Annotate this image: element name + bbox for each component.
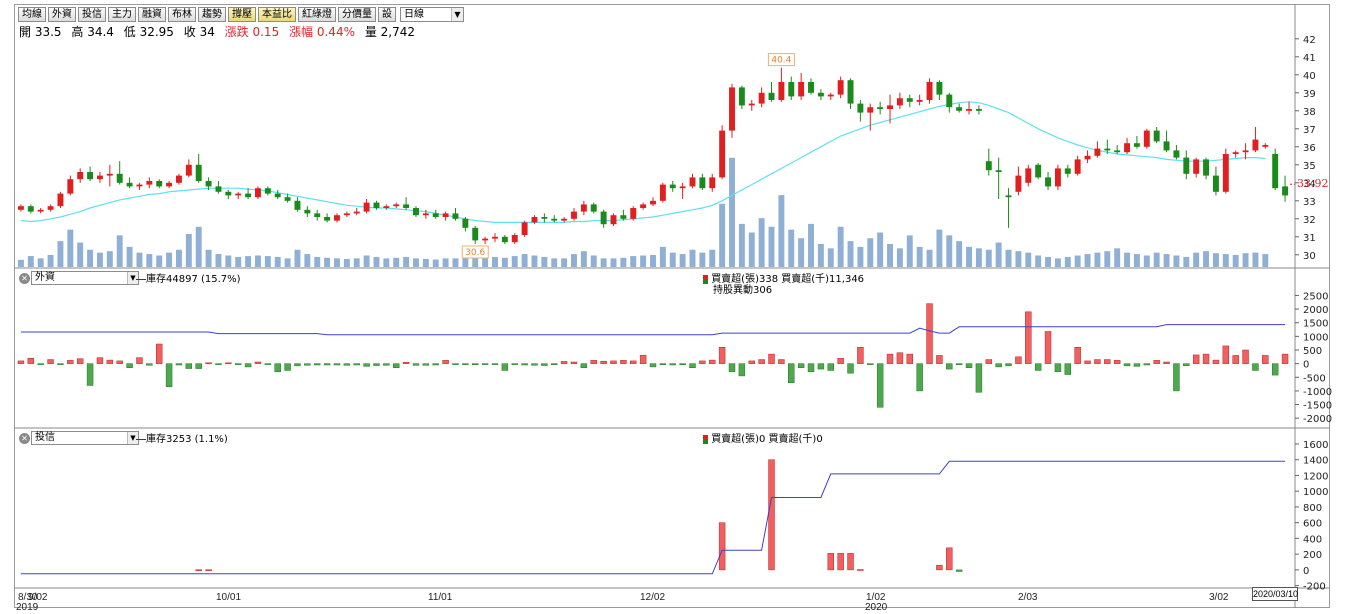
- close-icon[interactable]: ✕: [19, 273, 30, 284]
- quote-change: 漲跌 0.15: [224, 25, 280, 39]
- foreign-legend-bar: 買賣超(張)338 買賣超(千)11,346: [703, 270, 864, 285]
- foreign-net-text: 買賣超(張)338 買賣超(千)11,346: [711, 274, 865, 285]
- foreign-holding-change: 持股異動306: [713, 285, 773, 296]
- quote-change-pct: 漲幅 0.44%: [289, 25, 355, 39]
- chart-frame: [14, 4, 1330, 608]
- trust-legend-bar: 買賣超(張)0 買賣超(千)0: [703, 430, 823, 445]
- trust-panel-select-value: 投信: [35, 432, 55, 443]
- trust-holding-text: 庫存3253 (1.1%): [146, 434, 228, 445]
- btn-margin[interactable]: 融資: [138, 7, 166, 22]
- quote-high: 高 34.4: [71, 25, 114, 39]
- btn-foreign[interactable]: 外資: [48, 7, 76, 22]
- foreign-panel-select-value: 外資: [35, 272, 55, 283]
- indicator-toolbar: 均線 外資 投信 主力 融資 布林 趨勢 撐壓 本益比 紅綠燈 分價量 設 日線…: [18, 7, 464, 22]
- btn-support-resistance[interactable]: 撐壓: [228, 7, 256, 22]
- foreign-holding-text: 庫存44897 (15.7%): [146, 274, 241, 285]
- x-label: 11/01: [428, 592, 453, 603]
- quote-volume: 量 2,742: [364, 25, 415, 39]
- btn-ma[interactable]: 均線: [18, 7, 46, 22]
- last-price-label: 33.92: [1297, 177, 1329, 190]
- foreign-legend-line: 庫存44897 (15.7%): [136, 270, 241, 285]
- line-swatch-icon: [136, 438, 146, 440]
- btn-volume-profile[interactable]: 分價量: [338, 7, 376, 22]
- btn-main-force[interactable]: 主力: [108, 7, 136, 22]
- period-select[interactable]: 日線 ▼: [400, 7, 464, 22]
- btn-trend[interactable]: 趨勢: [198, 7, 226, 22]
- chevron-down-icon: ▼: [127, 432, 138, 444]
- quote-close: 收 34: [183, 25, 215, 39]
- year-label: 2019: [16, 602, 39, 613]
- bar-swatch-icon: [703, 434, 708, 444]
- period-select-value: 日線: [404, 9, 424, 20]
- current-date-box: 2020/03/10: [1252, 587, 1299, 601]
- quote-open: 開 33.5: [19, 25, 62, 39]
- line-swatch-icon: [136, 278, 146, 280]
- trust-legend-line: 庫存3253 (1.1%): [136, 430, 228, 445]
- quote-low: 低 32.95: [123, 25, 174, 39]
- close-icon[interactable]: ✕: [19, 433, 30, 444]
- btn-settings[interactable]: 設: [378, 7, 396, 22]
- chevron-down-icon: ▼: [127, 272, 138, 284]
- x-label: 1/02: [866, 592, 886, 603]
- x-label: 3/02: [1209, 592, 1229, 603]
- bar-swatch-icon: [703, 274, 708, 284]
- x-label: 9/02: [28, 592, 48, 603]
- trust-panel-select[interactable]: 投信 ▼: [31, 431, 139, 445]
- year-label: 2020: [865, 602, 888, 613]
- x-label: 10/01: [216, 592, 242, 603]
- x-label: 8/30: [18, 592, 38, 603]
- trust-net-text: 買賣超(張)0 買賣超(千)0: [711, 434, 823, 445]
- foreign-panel-select[interactable]: 外資 ▼: [31, 271, 139, 285]
- btn-bollinger[interactable]: 布林: [168, 7, 196, 22]
- btn-trust[interactable]: 投信: [78, 7, 106, 22]
- chevron-down-icon: ▼: [451, 8, 463, 21]
- x-label: 12/02: [640, 592, 666, 603]
- btn-pe-ratio[interactable]: 本益比: [258, 7, 296, 22]
- x-label: 2/03: [1018, 592, 1038, 603]
- quote-bar: 開 33.5 高 34.4 低 32.95 收 34 漲跌 0.15 漲幅 0.…: [19, 23, 421, 40]
- btn-traffic-light[interactable]: 紅綠燈: [298, 7, 336, 22]
